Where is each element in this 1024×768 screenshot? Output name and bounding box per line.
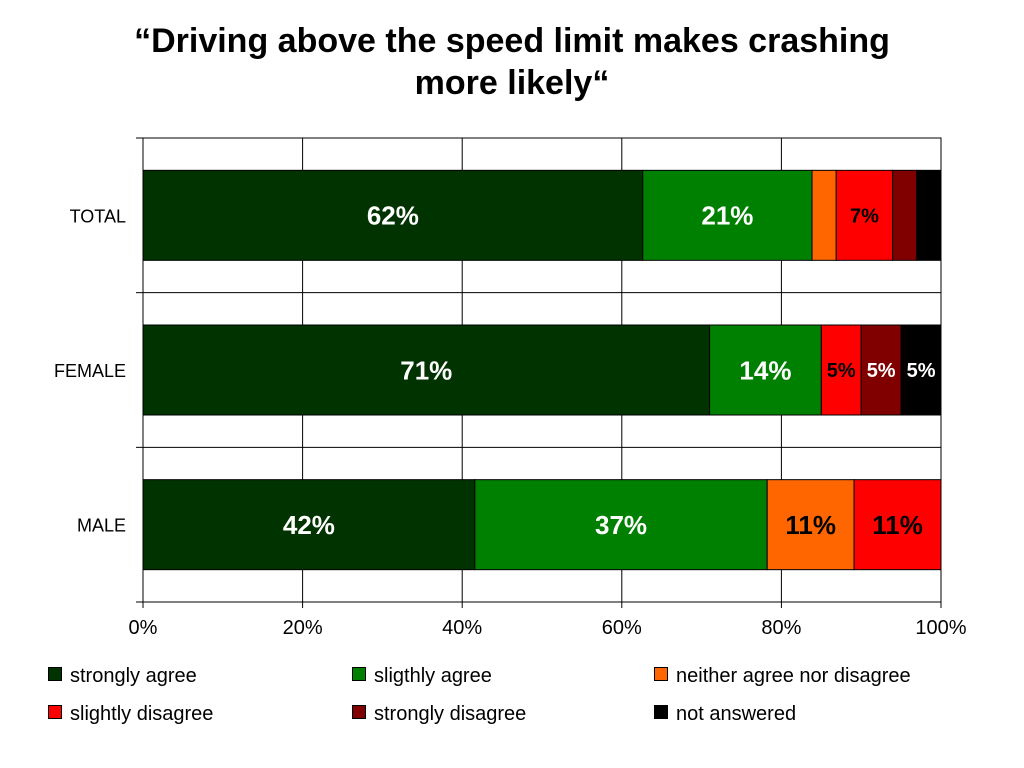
x-tick-label: 60% [602,617,642,639]
legend-swatch [48,705,62,719]
data-label: 11% [872,510,923,540]
data-label: 5% [827,360,856,382]
x-tick-label: 20% [283,617,323,639]
data-label: 37% [595,510,647,540]
bar-segment [709,324,822,416]
legend-swatch [654,705,668,719]
data-label: 42% [283,510,335,540]
legend-item: sligthly agree [352,664,492,688]
bar-segment [860,324,902,416]
legend-label: sligthly agree [374,665,492,687]
category-label: TOTAL [70,206,126,226]
data-label: 5% [907,360,936,382]
legend-label: strongly agree [70,665,197,687]
x-tick-label: 40% [442,617,482,639]
legend-swatch [352,667,366,681]
legend-item: strongly agree [48,664,197,688]
bar-segment [900,324,942,416]
axis-layer: 0% 20% 40% 60% 80% 100% TOTAL FEMALE MALE [54,137,967,639]
bar-segment [142,169,644,261]
chart-title: “Driving above the speed limit makes cra… [0,20,1024,104]
legend-item: not answered [654,702,796,726]
x-tick-label: 80% [761,617,801,639]
x-tick-label: 100% [915,617,966,639]
legend-swatch [352,705,366,719]
bar-segment [474,479,768,571]
legend-item: slightly disagree [48,702,213,726]
data-label: 71% [400,355,452,385]
bar-segment [892,169,918,261]
chart-title-line-2: more likely“ [414,64,610,102]
category-label: FEMALE [54,361,126,381]
legend-item: neither agree nor disagree [654,664,911,688]
bar-segment [916,169,942,261]
data-label: 14% [739,355,791,385]
chart-title-line-1: “Driving above the speed limit makes cra… [134,22,890,60]
category-label: MALE [77,516,126,536]
data-label: 62% [367,201,419,231]
legend-label: not answered [676,703,797,725]
legend-swatch [654,667,668,681]
data-label: 7% [850,206,879,228]
bar-segment [853,479,942,571]
bar-segment [766,479,855,571]
bar-segment [642,169,813,261]
bar-segment [811,169,837,261]
legend-label: strongly disagree [374,703,527,725]
legend-label: slightly disagree [70,703,214,725]
data-label: 11% [785,510,836,540]
bar-segment [142,479,476,571]
legend-item: strongly disagree [352,702,526,726]
data-labels-layer: 62% 21% 7% 71% 14% 5% 5% 5% 42% 37% 11% 11% [283,201,936,540]
data-label: 5% [867,360,896,382]
legend-swatch [48,667,62,681]
bars-layer [142,169,942,571]
data-label: 21% [701,201,753,231]
bar-segment [835,169,894,261]
legend-label: neither agree nor disagree [676,665,911,687]
x-tick-label: 0% [129,617,158,639]
